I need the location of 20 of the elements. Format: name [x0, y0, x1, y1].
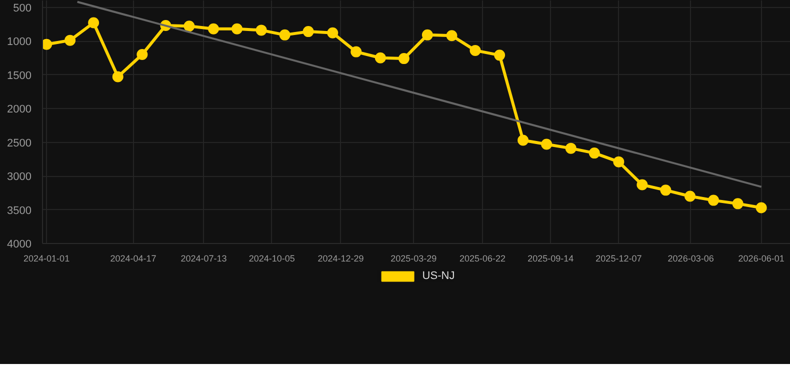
y-tick-label: 2500	[7, 137, 32, 150]
x-tick-label: 2024-01-01	[24, 254, 70, 264]
x-tick-label: 2025-12-07	[596, 254, 642, 264]
y-tick-label: 2000	[7, 104, 32, 116]
y-tick-label: 3000	[7, 171, 32, 183]
x-tick-label: 2024-07-13	[180, 254, 227, 264]
x-tick-label: 2024-04-17	[110, 254, 156, 264]
x-tick-label: 2026-03-06	[668, 254, 714, 264]
y-tick-label: 3500	[7, 204, 32, 217]
y-tick-label: 1000	[7, 36, 32, 48]
y-tick-label: 500	[13, 2, 32, 14]
y-tick-label: 4000	[7, 238, 32, 250]
x-tick-label: 2024-12-29	[318, 254, 364, 264]
x-tick-label: 2025-09-14	[528, 254, 574, 264]
x-tick-label: 2026-06-01	[738, 254, 784, 264]
x-tick-label: 2024-10-05	[248, 254, 295, 264]
y-tick-label: 1500	[7, 70, 32, 82]
legend-label: US-NJ	[422, 270, 455, 282]
x-tick-label: 2025-06-22	[460, 254, 506, 264]
x-tick-label: 2025-03-29	[390, 254, 437, 264]
